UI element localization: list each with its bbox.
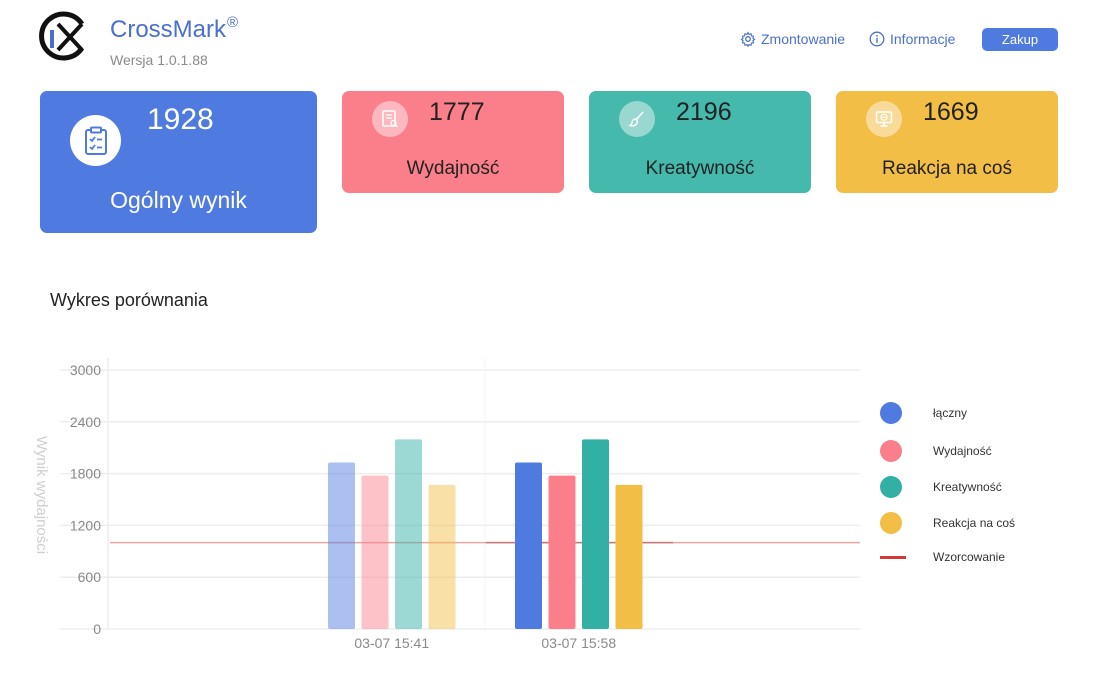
y-axis-title: Wynik wydajności (33, 436, 50, 554)
legend-dot-swatch (880, 512, 902, 534)
document-search-icon (372, 101, 408, 137)
info-link[interactable]: Informacje (869, 28, 955, 50)
monitor-globe-icon (866, 101, 902, 137)
creativity-score-card: 2196 Kreatywność (589, 91, 811, 193)
performance-score-card: 1777 Wydajność (342, 91, 564, 193)
overall-score: 1928 (147, 103, 214, 136)
mount-label: Zmontowanie (761, 31, 846, 47)
reaction-score: 1669 (923, 98, 979, 126)
legend-dot-swatch (880, 476, 902, 498)
app-logo (38, 10, 90, 62)
bar-1-2 (515, 462, 542, 629)
bar-1-1 (328, 462, 355, 629)
y-tick-label: 0 (93, 621, 101, 637)
legend-dot-swatch (880, 402, 902, 424)
legend-item[interactable]: Kreatywność (880, 476, 1080, 498)
legend-item[interactable]: łączny (880, 402, 1080, 424)
creativity-label: Kreatywność (645, 158, 755, 179)
legend-dot-swatch (880, 440, 902, 462)
legend-label: Wydajność (933, 444, 992, 458)
bar-3-2 (582, 439, 609, 629)
brush-icon (619, 101, 655, 137)
bar-4-1 (428, 484, 456, 629)
legend-item[interactable]: Wzorcowanie (880, 546, 1080, 568)
x-tick-label: 03-07 15:41 (354, 635, 429, 651)
legend-item[interactable]: Reakcja na coś (880, 512, 1080, 534)
app-version: Wersja 1.0.1.88 (110, 52, 208, 68)
buy-button[interactable]: Zakup (982, 28, 1058, 51)
legend-label: Kreatywność (933, 480, 1002, 494)
reaction-label: Reakcja na coś (882, 158, 1012, 179)
info-icon (869, 31, 885, 47)
clipboard-check-icon (70, 115, 121, 166)
legend-line-swatch (880, 555, 906, 559)
reaction-score-card: 1669 Reakcja na coś (836, 91, 1058, 193)
y-tick-label: 1800 (70, 466, 101, 482)
bar-4-2 (615, 484, 643, 629)
legend-label: Reakcja na coś (933, 516, 1016, 530)
overall-score-card: 1928 Ogólny wynik (40, 91, 317, 233)
overall-label: Ogólny wynik (110, 187, 247, 213)
legend-label: łączny (933, 406, 968, 420)
gear-icon (740, 31, 756, 47)
performance-score: 1777 (429, 98, 485, 126)
bar-2-2 (548, 475, 576, 629)
y-tick-label: 3000 (70, 362, 101, 378)
x-tick-label: 03-07 15:58 (541, 635, 616, 651)
info-label: Informacje (890, 31, 956, 47)
y-tick-label: 600 (78, 569, 102, 585)
y-tick-label: 1200 (70, 517, 101, 533)
bar-3-1 (395, 439, 422, 629)
comparison-chart: 0 600 1200 1800 2400 3000 Wynik wydajności 03-0… (33, 358, 860, 651)
legend-label: Wzorcowanie (933, 550, 1006, 564)
chart-title: Wykres porównania (50, 290, 208, 310)
y-tick-label: 2400 (70, 414, 101, 430)
bar-2-1 (361, 475, 389, 629)
legend-item[interactable]: Wydajność (880, 440, 1080, 462)
mount-link[interactable]: Zmontowanie (740, 28, 845, 50)
performance-label: Wydajność (406, 158, 500, 179)
creativity-score: 2196 (676, 98, 732, 126)
app-title: CrossMark® (110, 14, 239, 43)
